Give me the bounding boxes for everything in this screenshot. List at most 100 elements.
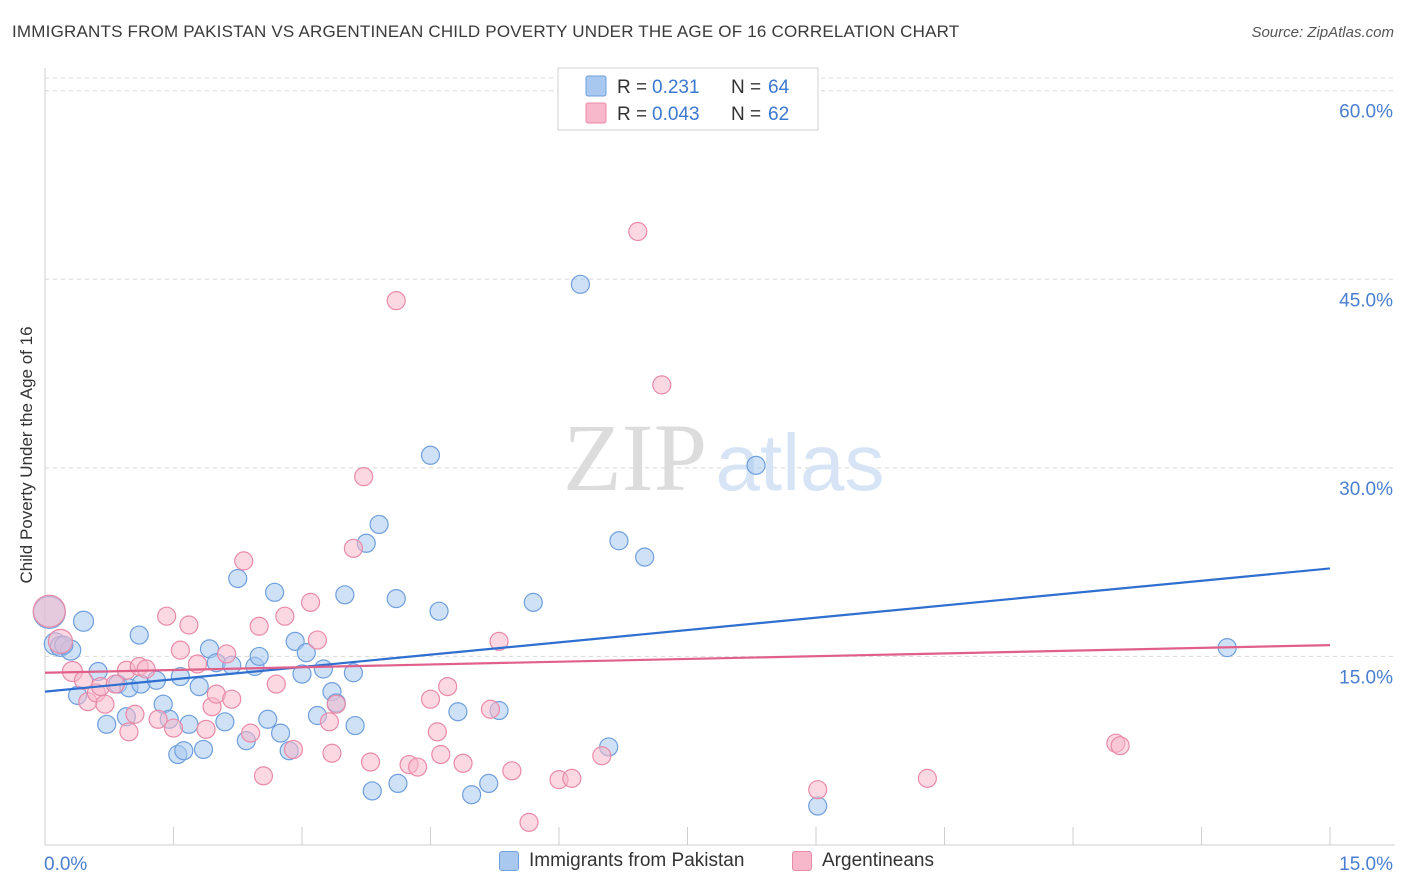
argentinean-point <box>427 722 447 742</box>
pakistan-point <box>808 796 828 816</box>
legend-box: R = 0.231 N = 64 R = 0.043 N = 62 <box>557 67 819 131</box>
y-tick-label: 45.0% <box>1339 290 1393 311</box>
argentinean-point <box>179 615 199 635</box>
argentinean-point <box>917 768 937 788</box>
argentinean-point <box>32 594 66 628</box>
pakistan-point <box>570 274 591 294</box>
argentinean-point <box>163 718 184 738</box>
y-tick-label: 60.0% <box>1339 102 1393 123</box>
argentinean-point <box>322 743 342 763</box>
pakistan-point <box>258 709 278 729</box>
argentinean-point <box>360 752 381 772</box>
legend-n-value: 62 <box>768 104 789 125</box>
pakistan-point <box>129 625 149 645</box>
argentinean-point <box>148 709 168 729</box>
argentinean-point <box>217 644 237 664</box>
argentinean-point <box>136 659 156 679</box>
argentinean-point <box>652 375 672 395</box>
pakistan-point <box>249 646 269 667</box>
pakistan-point <box>228 568 248 589</box>
legend-n-label: N = <box>731 104 761 125</box>
watermark-atlas: atlas <box>716 418 885 507</box>
argentinean-point <box>170 640 190 660</box>
argentinean-point <box>119 722 139 742</box>
y-tick-label: 15.0% <box>1339 667 1393 688</box>
bottom-legend-item-argentineans[interactable]: Argentineans <box>792 850 934 872</box>
tick-labels: 15.0% 30.0% 45.0% 60.0% 0.0% 15.0% <box>44 102 1393 875</box>
argentinean-point <box>283 739 304 760</box>
x-tick-label: 15.0% <box>1339 854 1393 875</box>
pakistan-point <box>215 712 235 732</box>
pakistan-point <box>335 585 355 605</box>
pakistan-point <box>193 739 214 760</box>
argentinean-point <box>438 676 458 697</box>
bottom-legend-label: Argentineans <box>822 850 934 871</box>
bottom-legend: Immigrants from Pakistan Argentineans <box>0 850 1406 878</box>
argentinean-point <box>502 761 522 781</box>
argentinean-point <box>453 753 473 773</box>
pakistan-point <box>343 663 363 683</box>
watermark-zip: ZIP <box>563 404 707 511</box>
argentinean-point <box>431 744 451 765</box>
pakistan-point <box>635 547 655 567</box>
argentinean-point <box>628 221 648 242</box>
x-tick-label: 0.0% <box>44 854 87 875</box>
pakistan-point <box>292 664 312 684</box>
legend-n-value: 64 <box>768 77 790 98</box>
argentinean-point <box>386 291 406 311</box>
argentinean-point <box>326 694 346 714</box>
pakistan-point <box>420 445 441 465</box>
legend-swatch-icon <box>792 851 812 871</box>
pakistan-point <box>270 723 291 743</box>
pakistan-point <box>448 702 468 722</box>
argentinean-point <box>125 704 145 724</box>
argentinean-point <box>592 746 612 766</box>
argentinean-point <box>196 719 216 739</box>
bottom-legend-item-pakistan[interactable]: Immigrants from Pakistan <box>499 850 744 872</box>
pakistan-point <box>479 773 499 794</box>
legend-r-value: 0.043 <box>652 104 700 125</box>
pakistan-point <box>72 610 95 632</box>
watermark: ZIP atlas <box>563 404 884 511</box>
argentinean-point <box>266 674 286 694</box>
legend-r-label: R = <box>617 104 647 125</box>
argentinean-point <box>222 689 242 709</box>
chart-title: IMMIGRANTS FROM PAKISTAN VS ARGENTINEAN … <box>12 22 960 41</box>
pakistan-point <box>388 773 408 794</box>
pakistan-point <box>462 785 482 805</box>
legend-r-label: R = <box>617 77 647 98</box>
pakistan-point <box>609 531 629 551</box>
pakistan-point <box>264 582 285 602</box>
pakistan-point <box>174 741 194 761</box>
argentinean-point <box>253 766 274 786</box>
source-label: Source: ZipAtlas.com <box>1251 24 1394 41</box>
argentinean-point <box>1110 736 1130 756</box>
legend-swatch-argentineans <box>585 102 607 124</box>
argentinean-point <box>241 723 261 743</box>
pakistan-point <box>296 643 316 663</box>
trend-lines <box>44 567 1331 693</box>
argentinean-point <box>234 551 254 571</box>
argentinean-trend-line <box>44 644 1331 674</box>
pakistan-point <box>386 588 406 609</box>
pakistan-point <box>189 676 209 697</box>
argentinean-point <box>489 631 509 651</box>
argentinean-point <box>420 689 441 709</box>
legend-r-value: 0.231 <box>652 77 700 98</box>
argentinean-point <box>354 467 374 487</box>
argentinean-point <box>307 630 328 650</box>
pakistan-point <box>523 592 543 612</box>
argentinean-point <box>47 628 74 654</box>
legend-swatch-pakistan <box>585 75 607 97</box>
argentinean-point <box>157 606 177 626</box>
bottom-legend-label: Immigrants from Pakistan <box>529 850 745 871</box>
pakistan-point <box>345 715 365 736</box>
pakistan-point <box>746 455 766 475</box>
pakistan-point <box>362 781 382 801</box>
argentinean-point <box>343 538 363 558</box>
argentinean-point <box>408 757 428 777</box>
pakistan-point <box>170 666 190 687</box>
pakistan-point <box>313 659 334 679</box>
pakistan-point <box>429 601 449 621</box>
